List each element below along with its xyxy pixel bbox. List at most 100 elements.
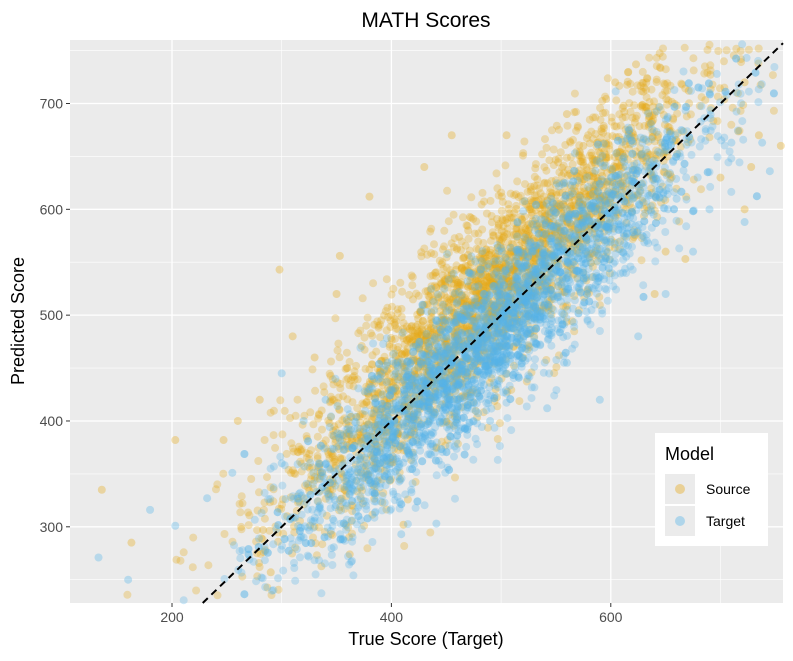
point-source	[481, 270, 490, 279]
point-source	[474, 229, 483, 238]
point-source	[483, 287, 492, 296]
point-source	[179, 548, 188, 557]
point-target	[237, 568, 246, 577]
point-source	[744, 45, 753, 54]
point-source	[464, 266, 473, 275]
point-source	[612, 96, 621, 105]
point-source	[454, 278, 463, 287]
point-source	[579, 141, 588, 150]
point-source	[598, 96, 607, 105]
point-source	[464, 226, 473, 235]
point-target	[682, 222, 691, 231]
point-source	[189, 533, 198, 542]
point-source	[394, 343, 403, 351]
point-source	[597, 124, 606, 133]
point-source	[532, 243, 541, 251]
point-target	[469, 455, 478, 464]
point-source	[576, 191, 585, 200]
point-target	[269, 483, 278, 492]
point-source	[331, 314, 340, 323]
point-source	[244, 521, 253, 530]
point-source	[414, 314, 423, 323]
point-source	[263, 473, 271, 482]
point-source	[621, 199, 630, 208]
point-source	[531, 160, 540, 169]
point-source	[220, 530, 229, 538]
point-source	[644, 120, 653, 129]
point-source	[381, 356, 390, 365]
point-source	[565, 224, 574, 233]
point-target	[260, 488, 269, 497]
point-source	[458, 366, 467, 375]
point-source	[527, 205, 536, 214]
point-source	[275, 265, 284, 274]
point-source	[454, 310, 463, 319]
point-source	[706, 61, 715, 70]
point-source	[537, 301, 546, 310]
point-source	[237, 492, 246, 501]
point-source	[494, 358, 503, 367]
point-source	[503, 294, 511, 303]
point-target	[570, 296, 579, 305]
point-source	[390, 438, 399, 447]
point-target	[501, 386, 510, 395]
point-source	[280, 406, 289, 415]
point-target	[738, 117, 747, 126]
point-source	[213, 480, 222, 489]
point-source	[322, 511, 331, 520]
point-source	[430, 240, 438, 249]
point-target	[261, 583, 270, 592]
point-source	[382, 275, 391, 284]
point-source	[341, 477, 350, 486]
point-target	[378, 390, 387, 399]
point-source	[605, 214, 614, 223]
point-source	[747, 162, 756, 171]
point-source	[360, 473, 368, 482]
point-target	[595, 327, 604, 335]
point-source	[444, 217, 453, 226]
point-source	[450, 279, 459, 288]
point-source	[97, 485, 106, 494]
point-source	[449, 377, 458, 386]
point-source	[271, 443, 280, 452]
point-source	[403, 336, 412, 345]
point-source	[335, 251, 344, 260]
point-target	[471, 294, 479, 303]
point-source	[565, 229, 574, 237]
point-source	[445, 316, 453, 325]
point-target	[679, 166, 688, 175]
point-source	[643, 74, 651, 83]
point-target	[393, 358, 402, 367]
point-source	[517, 226, 526, 235]
point-source	[487, 212, 496, 220]
point-source	[615, 110, 624, 119]
point-source	[342, 348, 351, 357]
point-source	[541, 251, 550, 260]
point-source	[487, 279, 496, 288]
point-source	[512, 201, 521, 210]
point-target	[281, 495, 290, 503]
point-source	[571, 201, 580, 210]
point-source	[311, 386, 320, 395]
point-source	[259, 525, 268, 534]
point-source	[494, 219, 503, 228]
point-target	[432, 471, 441, 480]
point-source	[570, 108, 579, 117]
point-target	[647, 119, 655, 128]
point-source	[450, 409, 459, 418]
point-source	[457, 336, 465, 345]
point-source	[565, 137, 574, 146]
point-source	[238, 499, 247, 508]
point-source	[453, 244, 462, 253]
point-target	[713, 153, 722, 162]
point-source	[512, 225, 521, 234]
point-target	[420, 501, 429, 510]
point-target	[490, 423, 499, 432]
point-source	[705, 40, 714, 49]
point-target	[693, 173, 702, 182]
point-source	[505, 213, 514, 222]
point-source	[667, 173, 676, 182]
point-source	[680, 43, 689, 52]
point-source	[278, 430, 287, 439]
point-target	[451, 494, 459, 503]
